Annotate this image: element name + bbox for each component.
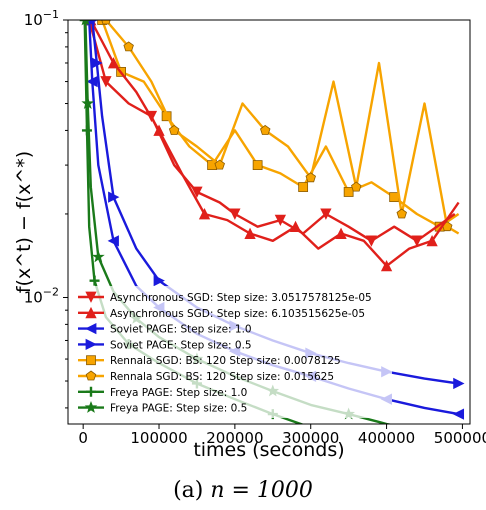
y-axis-title: f(x^t) − f(x^*) xyxy=(13,151,35,293)
data-point xyxy=(389,192,400,203)
data-point xyxy=(81,96,95,109)
y-tick-label: 10−2 xyxy=(24,285,59,306)
legend-box xyxy=(72,286,392,418)
data-point xyxy=(289,220,302,233)
data-point xyxy=(419,450,429,460)
x-axis: 0 100000 200000 300000 400000 500000 xyxy=(78,424,486,447)
data-point xyxy=(244,227,256,239)
legend-marker xyxy=(85,306,97,319)
data-point xyxy=(100,76,112,88)
legend-marker xyxy=(86,355,96,366)
plot-frame xyxy=(67,19,471,425)
series-line xyxy=(89,20,460,268)
data-point xyxy=(86,75,98,88)
caption-math: n = 1000 xyxy=(210,478,313,503)
data-point xyxy=(89,275,100,286)
legend-label: Rennala SGD: BS: 120 Step size: 0.015625 xyxy=(110,371,334,383)
data-point xyxy=(343,187,354,197)
x-tick-label: 0 xyxy=(78,429,88,447)
data-point xyxy=(86,20,99,26)
data-point xyxy=(365,235,378,247)
legend-marker xyxy=(85,291,97,303)
x-tick-label: 200000 xyxy=(206,429,263,447)
data-point xyxy=(198,208,211,220)
data-point xyxy=(411,235,423,247)
legend-marker xyxy=(85,370,97,381)
data-point xyxy=(153,124,165,136)
figure-caption: (a) n = 1000 xyxy=(0,478,486,503)
series-5 xyxy=(101,20,460,235)
data-point xyxy=(351,181,362,192)
series-line xyxy=(100,20,460,228)
data-point xyxy=(91,57,103,69)
data-point xyxy=(107,235,119,247)
data-point xyxy=(274,214,287,227)
data-point xyxy=(419,426,429,436)
data-point xyxy=(396,208,407,219)
series-1 xyxy=(85,20,460,272)
data-point xyxy=(229,208,241,220)
data-point xyxy=(123,41,134,52)
y-axis: 10−2 10−1 xyxy=(24,8,68,409)
data-point xyxy=(191,186,203,198)
data-point xyxy=(380,259,393,272)
data-point xyxy=(101,20,111,25)
data-point xyxy=(452,408,465,420)
legend-marker xyxy=(85,322,97,335)
data-point xyxy=(335,227,347,239)
data-point xyxy=(214,159,225,170)
legend-marker xyxy=(86,386,96,397)
data-point xyxy=(305,172,316,183)
legend-label: Soviet PAGE: Step size: 0.5 xyxy=(110,339,252,351)
legend-label: Rennala SGD: BS: 120 Step size: 0.007812… xyxy=(110,355,341,367)
series-line xyxy=(104,20,460,235)
data-point xyxy=(453,377,465,390)
x-axis-title: times (seconds) xyxy=(193,439,344,461)
legend-label: Freya PAGE: Step size: 1.0 xyxy=(110,387,247,399)
legend-label: Asynchronous SGD: Step size: 6.103515625… xyxy=(110,308,365,320)
y-tick-label: 10−1 xyxy=(24,8,59,29)
x-tick-label: 300000 xyxy=(282,429,339,447)
data-point xyxy=(426,234,438,247)
legend-label: Asynchronous SGD: Step size: 3.051757812… xyxy=(110,292,372,304)
caption-label: (a) xyxy=(173,478,211,503)
x-tick-label: 100000 xyxy=(130,429,187,447)
data-point xyxy=(168,124,180,135)
data-point xyxy=(153,274,165,287)
data-point xyxy=(107,57,120,69)
x-tick-label: 500000 xyxy=(434,429,486,447)
data-point xyxy=(81,125,92,136)
data-point xyxy=(298,182,309,192)
data-point xyxy=(91,250,105,263)
series-0 xyxy=(86,20,456,247)
series-line xyxy=(88,20,456,242)
legend-label: Freya PAGE: Step size: 0.5 xyxy=(110,403,247,415)
data-point xyxy=(344,434,354,444)
data-point xyxy=(81,20,90,26)
data-point xyxy=(320,208,332,220)
legend-marker xyxy=(85,338,97,351)
legend: Asynchronous SGD: Step size: 3.051757812… xyxy=(78,291,372,415)
data-point xyxy=(252,160,263,170)
x-tick-label: 400000 xyxy=(358,429,415,447)
legend-marker xyxy=(84,400,98,413)
legend-label: Soviet PAGE: Step size: 1.0 xyxy=(110,324,252,336)
data-point xyxy=(260,124,271,135)
data-point xyxy=(108,191,120,203)
